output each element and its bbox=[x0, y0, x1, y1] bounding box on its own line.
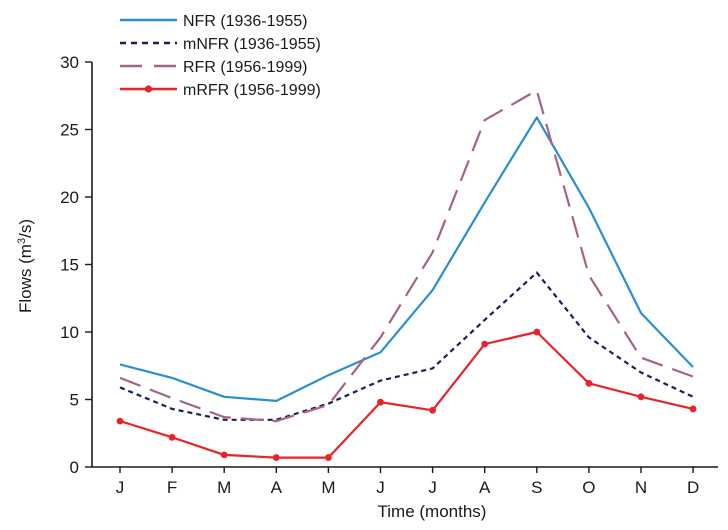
y-axis-title-superscript: 3 bbox=[16, 238, 28, 244]
y-tick-label: 10 bbox=[60, 323, 79, 342]
data-point bbox=[429, 406, 436, 414]
series-line bbox=[119, 330, 694, 459]
series-1 bbox=[119, 116, 694, 402]
y-tick-label: 30 bbox=[60, 53, 79, 72]
series-line bbox=[119, 116, 694, 402]
x-tick-label: S bbox=[531, 478, 542, 497]
data-point bbox=[585, 379, 593, 387]
y-tick-label: 25 bbox=[60, 121, 79, 140]
y-axis-title: Flows (m3/s) bbox=[16, 219, 35, 313]
legend-label: NFR (1936-1955) bbox=[183, 13, 308, 30]
data-point bbox=[272, 454, 280, 461]
x-tick-label: M bbox=[217, 478, 231, 497]
x-tick-label: O bbox=[582, 478, 595, 497]
legend-item: mNFR (1936-1955) bbox=[120, 36, 321, 53]
data-point bbox=[325, 454, 332, 461]
series-line bbox=[119, 271, 694, 421]
series-line bbox=[119, 89, 694, 423]
data-point bbox=[533, 328, 541, 336]
series-2 bbox=[119, 271, 694, 421]
x-tick-label: J bbox=[428, 478, 437, 497]
series-3 bbox=[119, 89, 694, 423]
series-4 bbox=[116, 328, 697, 461]
x-tick-label: A bbox=[271, 478, 283, 497]
data-point bbox=[220, 451, 228, 459]
legend-label: RFR (1956-1999) bbox=[183, 59, 308, 76]
data-point bbox=[689, 405, 697, 413]
legend-item: mRFR (1956-1999) bbox=[120, 82, 321, 99]
legend-item: RFR (1956-1999) bbox=[120, 59, 308, 76]
data-point bbox=[481, 340, 489, 348]
x-tick-label: A bbox=[479, 478, 491, 497]
y-axis-ticks: 0 5 10 15 20 25 30 bbox=[60, 53, 92, 477]
x-tick-label: D bbox=[687, 478, 699, 497]
x-tick-label: F bbox=[167, 478, 177, 497]
x-tick-label: N bbox=[635, 478, 647, 497]
y-axis-title-main: Flows (m bbox=[16, 244, 35, 313]
legend-label: mNFR (1936-1955) bbox=[183, 36, 321, 53]
y-tick-label: 0 bbox=[70, 458, 79, 477]
y-tick-label: 5 bbox=[70, 391, 79, 410]
x-tick-label: J bbox=[376, 478, 385, 497]
series-layer bbox=[116, 89, 697, 461]
legend-item: NFR (1936-1955) bbox=[120, 13, 308, 30]
data-point bbox=[637, 393, 645, 401]
x-tick-label: M bbox=[321, 478, 335, 497]
legend-label: mRFR (1956-1999) bbox=[183, 82, 321, 99]
data-point bbox=[116, 417, 124, 425]
data-point bbox=[168, 433, 176, 441]
y-tick-label: 20 bbox=[60, 188, 79, 207]
x-tick-label: J bbox=[116, 478, 125, 497]
x-axis-title: Time (months) bbox=[378, 502, 487, 521]
data-point bbox=[377, 398, 384, 406]
y-tick-label: 15 bbox=[60, 256, 79, 275]
legend: NFR (1936-1955) mNFR (1936-1955) RFR (1956… bbox=[120, 13, 321, 99]
legend-marker bbox=[144, 85, 153, 93]
y-axis-title-tail: /s) bbox=[16, 219, 35, 238]
